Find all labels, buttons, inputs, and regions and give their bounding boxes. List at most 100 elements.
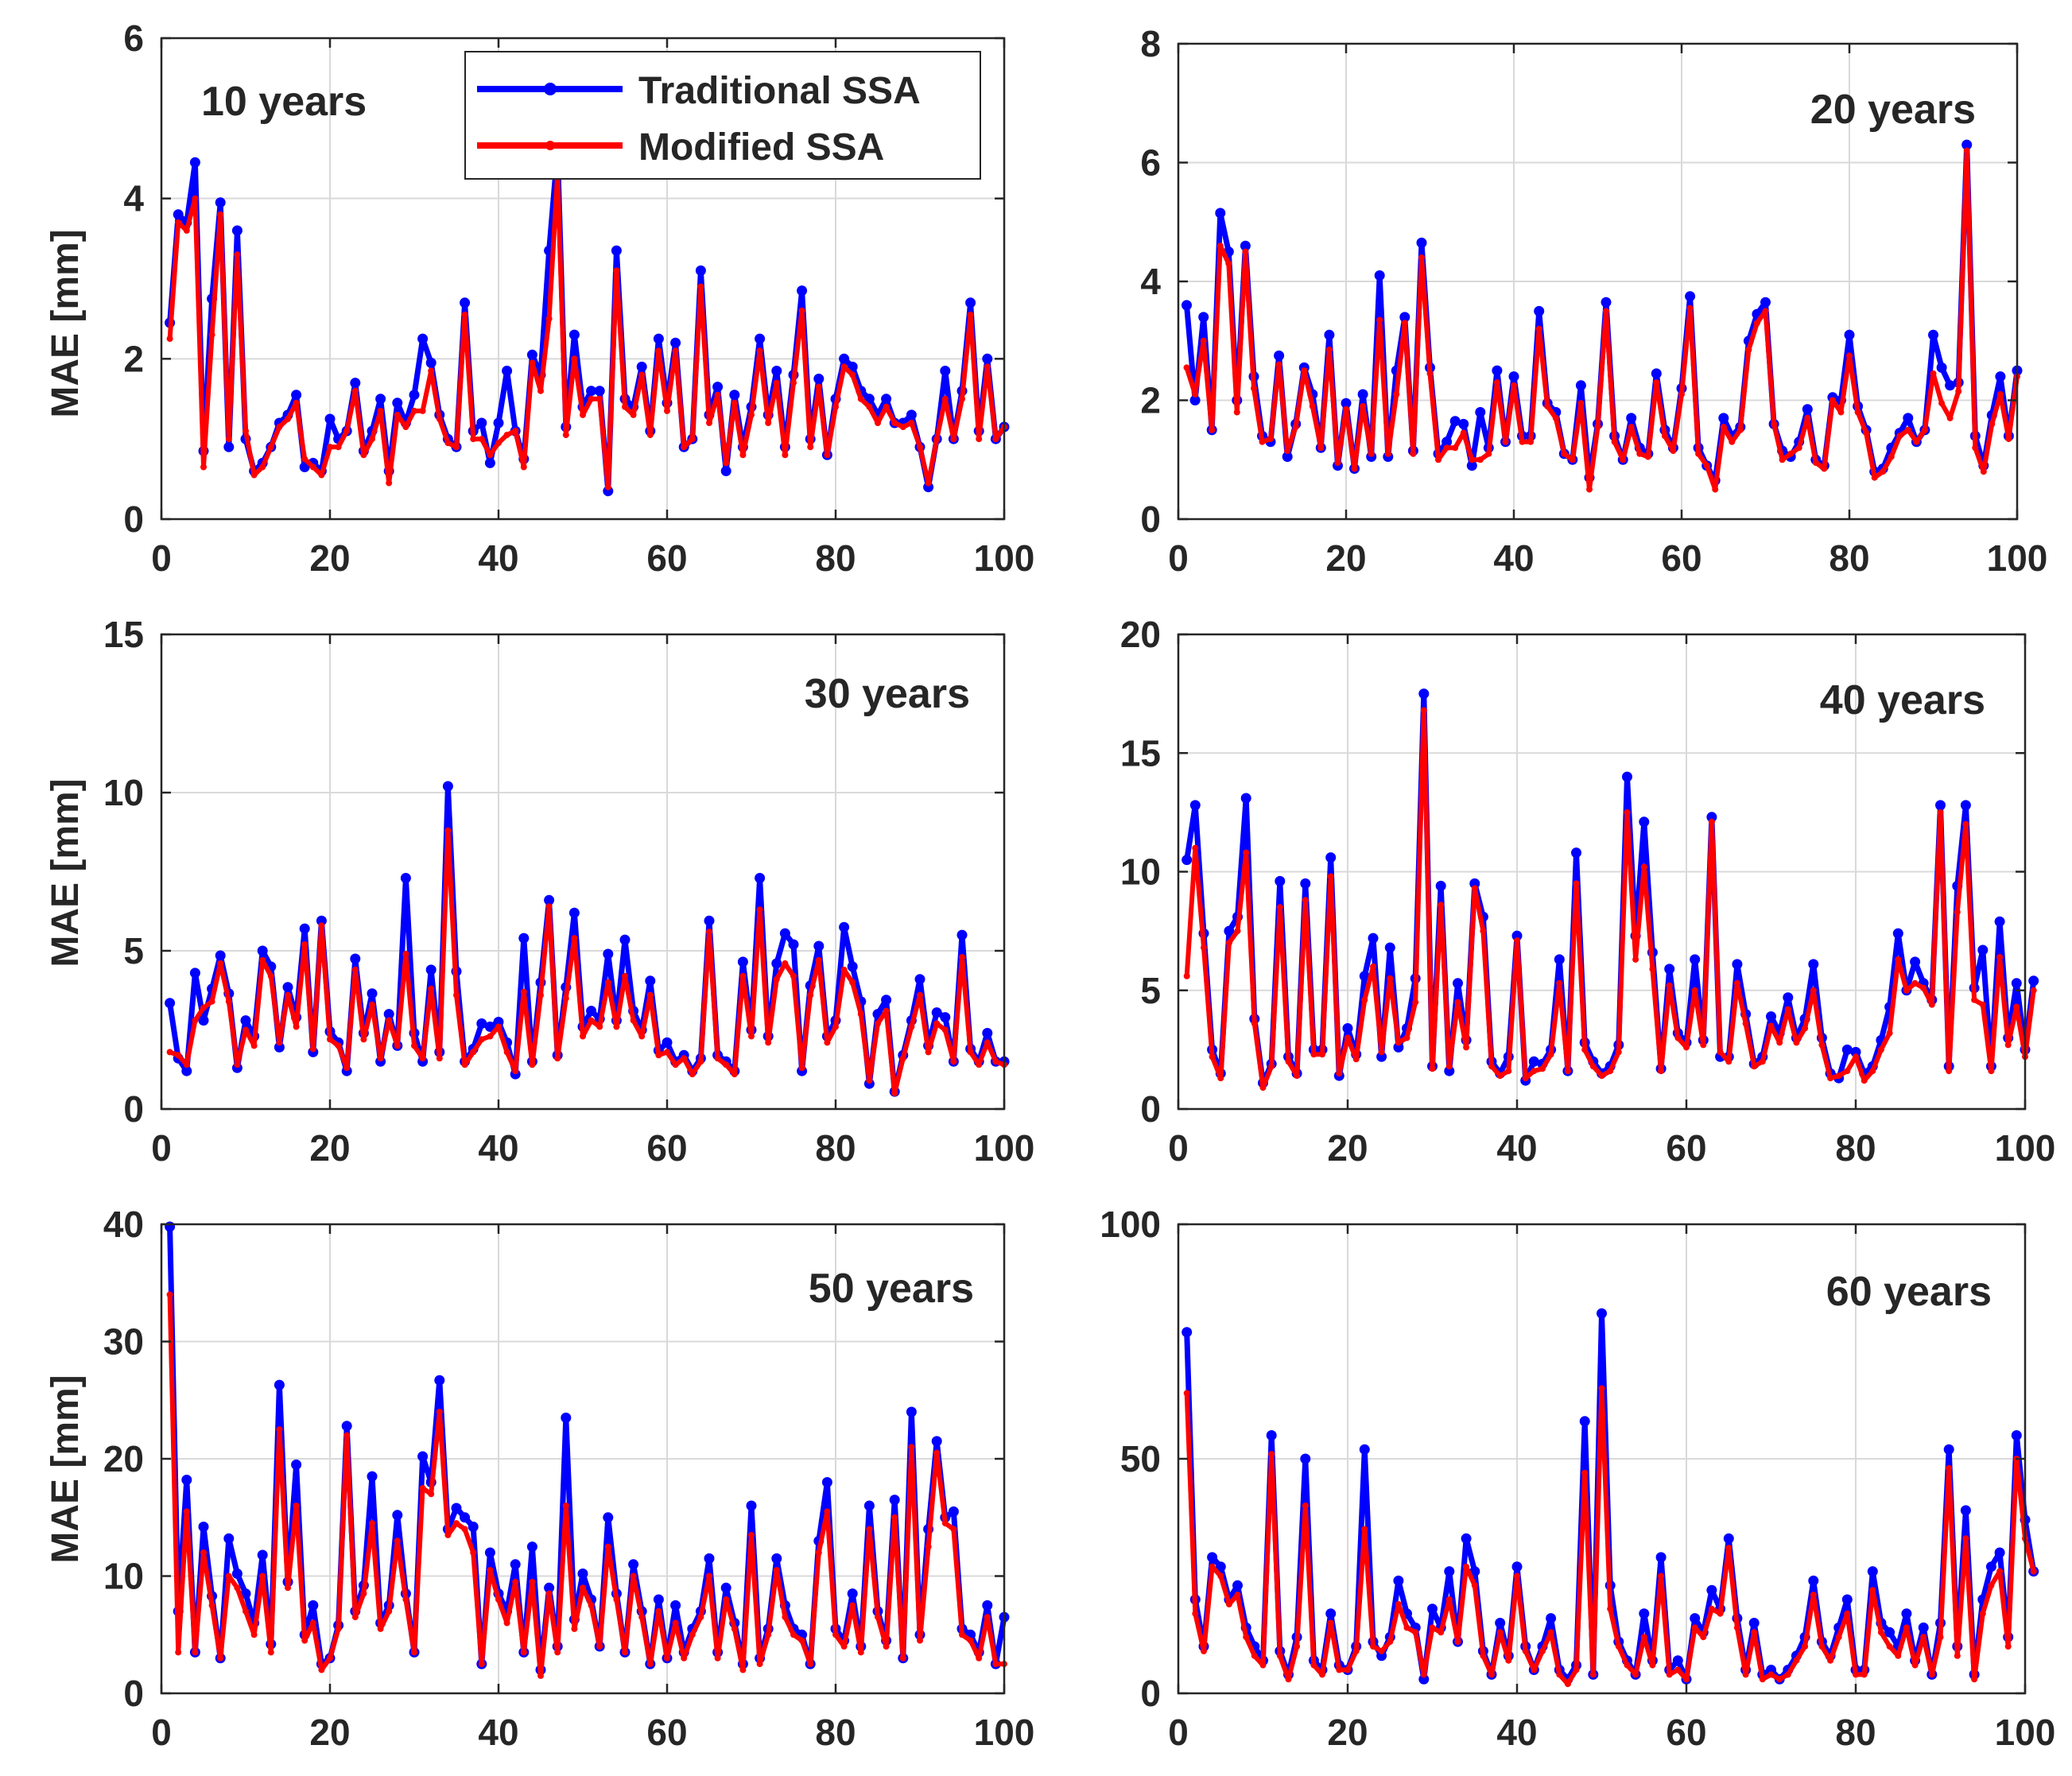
data-point-traditional <box>720 466 731 476</box>
data-point-traditional <box>1651 368 1662 379</box>
data-point-modified <box>773 379 780 386</box>
data-point-modified <box>1996 1568 2004 1575</box>
data-point-modified <box>630 1572 637 1580</box>
data-point-modified <box>739 972 747 979</box>
data-point-traditional <box>1240 793 1251 804</box>
data-point-traditional <box>881 995 892 1006</box>
data-point-modified <box>1733 979 1740 987</box>
data-point-modified <box>832 1023 839 1030</box>
data-point-modified <box>1853 1053 1859 1061</box>
data-point-modified <box>1251 1652 1258 1659</box>
data-point-modified <box>1979 1001 1986 1008</box>
legend-entry-traditional: Traditional SSA <box>477 70 921 112</box>
data-point-traditional <box>1579 1416 1590 1427</box>
data-point-modified <box>1471 885 1478 892</box>
data-point-modified <box>1644 453 1651 460</box>
data-point-modified <box>613 267 620 274</box>
plot-area: 0 20 40 60 80 100 0 10 20 30 40 <box>103 1204 1035 1753</box>
data-point-traditional <box>350 378 361 389</box>
data-point-modified <box>402 951 409 957</box>
data-point-traditional <box>1808 959 1819 970</box>
x-tick-label: 40 <box>478 537 518 579</box>
panel-title: 50 years <box>809 1266 974 1312</box>
data-point-modified <box>208 332 215 339</box>
data-point-modified <box>790 1631 797 1638</box>
data-point-modified <box>857 395 864 402</box>
data-point-modified <box>1259 1662 1267 1669</box>
data-point-modified <box>301 1637 308 1644</box>
data-point-traditional <box>771 958 782 969</box>
data-point-modified <box>217 211 224 218</box>
data-point-modified <box>1192 844 1199 851</box>
data-point-modified <box>267 444 274 451</box>
y-tick-label: 15 <box>103 614 144 655</box>
data-point-modified <box>1691 1624 1698 1631</box>
legend-label-traditional: Traditional SSA <box>638 70 921 112</box>
data-point-traditional <box>881 394 892 405</box>
data-point-modified <box>824 452 831 459</box>
data-point-modified <box>790 379 797 386</box>
data-point-traditional <box>1685 291 1696 302</box>
data-point-modified <box>723 1596 730 1603</box>
data-point-modified <box>225 436 232 443</box>
x-tick-label: 20 <box>1327 1127 1368 1169</box>
data-point-modified <box>1904 426 1911 433</box>
data-point-modified <box>925 1543 932 1550</box>
y-tick-label: 8 <box>1140 23 1161 64</box>
data-point-traditional <box>1215 207 1226 219</box>
data-point-modified <box>1319 1051 1325 1058</box>
data-point-modified <box>183 1061 190 1068</box>
data-point-modified <box>1429 1065 1436 1072</box>
data-point-modified <box>1818 1643 1826 1650</box>
data-point-traditional <box>367 1471 378 1482</box>
data-point-modified <box>1804 414 1811 421</box>
data-point-modified <box>1393 391 1400 397</box>
data-point-modified <box>529 1578 536 1585</box>
data-point-modified <box>520 463 527 471</box>
data-point-traditional <box>863 1500 875 1511</box>
data-point-modified <box>976 1061 983 1068</box>
data-point-modified <box>386 1607 393 1615</box>
data-point-modified <box>1556 1671 1563 1678</box>
data-point-modified <box>1527 438 1535 445</box>
data-point-modified <box>1577 400 1585 407</box>
data-point-modified <box>512 1578 519 1585</box>
data-point-modified <box>1661 432 1668 440</box>
data-point-modified <box>967 311 974 318</box>
data-point-traditional <box>586 386 597 397</box>
data-point-traditional <box>1207 1552 1218 1563</box>
data-point-modified <box>840 966 848 973</box>
data-point-modified <box>377 407 384 414</box>
data-point-modified <box>1846 352 1853 359</box>
data-point-modified <box>1810 1592 1817 1599</box>
data-point-traditional <box>636 361 647 372</box>
data-point-modified <box>782 960 789 967</box>
data-point-modified <box>731 399 738 406</box>
data-point-modified <box>192 1649 199 1656</box>
data-point-modified <box>908 1444 915 1451</box>
data-point-modified <box>1895 956 1902 963</box>
data-point-modified <box>697 283 704 290</box>
data-point-modified <box>478 1036 485 1043</box>
data-point-traditional <box>568 329 580 340</box>
data-point-modified <box>503 1619 510 1627</box>
y-tick-label: 50 <box>1120 1438 1161 1479</box>
data-point-modified <box>166 1291 173 1298</box>
data-point-modified <box>681 1055 688 1062</box>
data-point-modified <box>976 436 983 443</box>
data-point-modified <box>1547 1629 1554 1636</box>
data-point-modified <box>941 1026 949 1033</box>
data-point-modified <box>520 1649 527 1656</box>
data-point-traditional <box>670 1600 681 1611</box>
data-point-modified <box>478 1661 485 1668</box>
data-point-modified <box>655 1607 662 1615</box>
data-point-modified <box>1420 707 1427 714</box>
data-point-traditional <box>931 1436 942 1447</box>
data-point-modified <box>529 1061 536 1068</box>
data-point-modified <box>1276 904 1283 911</box>
data-point-modified <box>714 391 721 398</box>
data-point-modified <box>1972 444 1979 452</box>
data-point-traditional <box>1458 418 1469 429</box>
data-point-modified <box>327 1654 333 1662</box>
x-tick-label: 0 <box>1168 537 1189 579</box>
